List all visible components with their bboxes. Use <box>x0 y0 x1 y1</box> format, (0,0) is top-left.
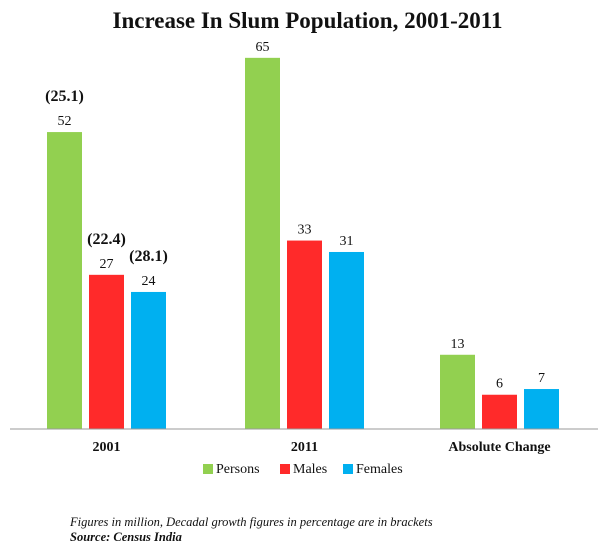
value-label: 27 <box>100 257 114 272</box>
bar-males-2 <box>482 394 517 429</box>
value-label: 65 <box>256 40 270 55</box>
value-label: 31 <box>340 234 354 249</box>
legend-swatch-males <box>280 464 290 474</box>
source-note: Source: Census India <box>70 530 182 544</box>
growth-annotation: (28.1) <box>129 248 168 265</box>
growth-annotation: (22.4) <box>87 231 126 248</box>
chart-title: Increase In Slum Population, 2001-2011 <box>112 8 503 33</box>
legend-label-males: Males <box>293 462 327 477</box>
value-label: 33 <box>298 223 312 238</box>
bar-females-0 <box>131 291 166 429</box>
category-label: 2001 <box>93 440 121 455</box>
legend: Persons Males Females <box>203 462 403 477</box>
value-label: 13 <box>451 337 465 352</box>
bar-males-0 <box>89 274 124 429</box>
bar-persons-2 <box>440 354 475 429</box>
legend-label-females: Females <box>356 462 403 477</box>
bar-females-2 <box>524 389 559 429</box>
legend-swatch-persons <box>203 464 213 474</box>
category-label: Absolute Change <box>448 440 550 455</box>
bar-persons-0 <box>47 132 82 429</box>
value-label: 52 <box>58 114 72 129</box>
legend-swatch-females <box>343 464 353 474</box>
value-label: 24 <box>142 274 156 289</box>
value-label: 7 <box>538 371 545 386</box>
footnote: Figures in million, Decadal growth figur… <box>70 515 433 529</box>
value-label: 6 <box>496 377 503 392</box>
category-label: 2011 <box>291 440 318 455</box>
bar-chart: 52 27 24 65 33 31 13 6 7 (25.1) (22.4)(28.1) 2001… <box>10 40 598 477</box>
legend-label-persons: Persons <box>216 462 260 477</box>
growth-annotation: (25.1) <box>45 88 84 105</box>
bar-males-1 <box>287 240 322 429</box>
bar-persons-1 <box>245 57 280 430</box>
bar-females-1 <box>329 251 364 429</box>
